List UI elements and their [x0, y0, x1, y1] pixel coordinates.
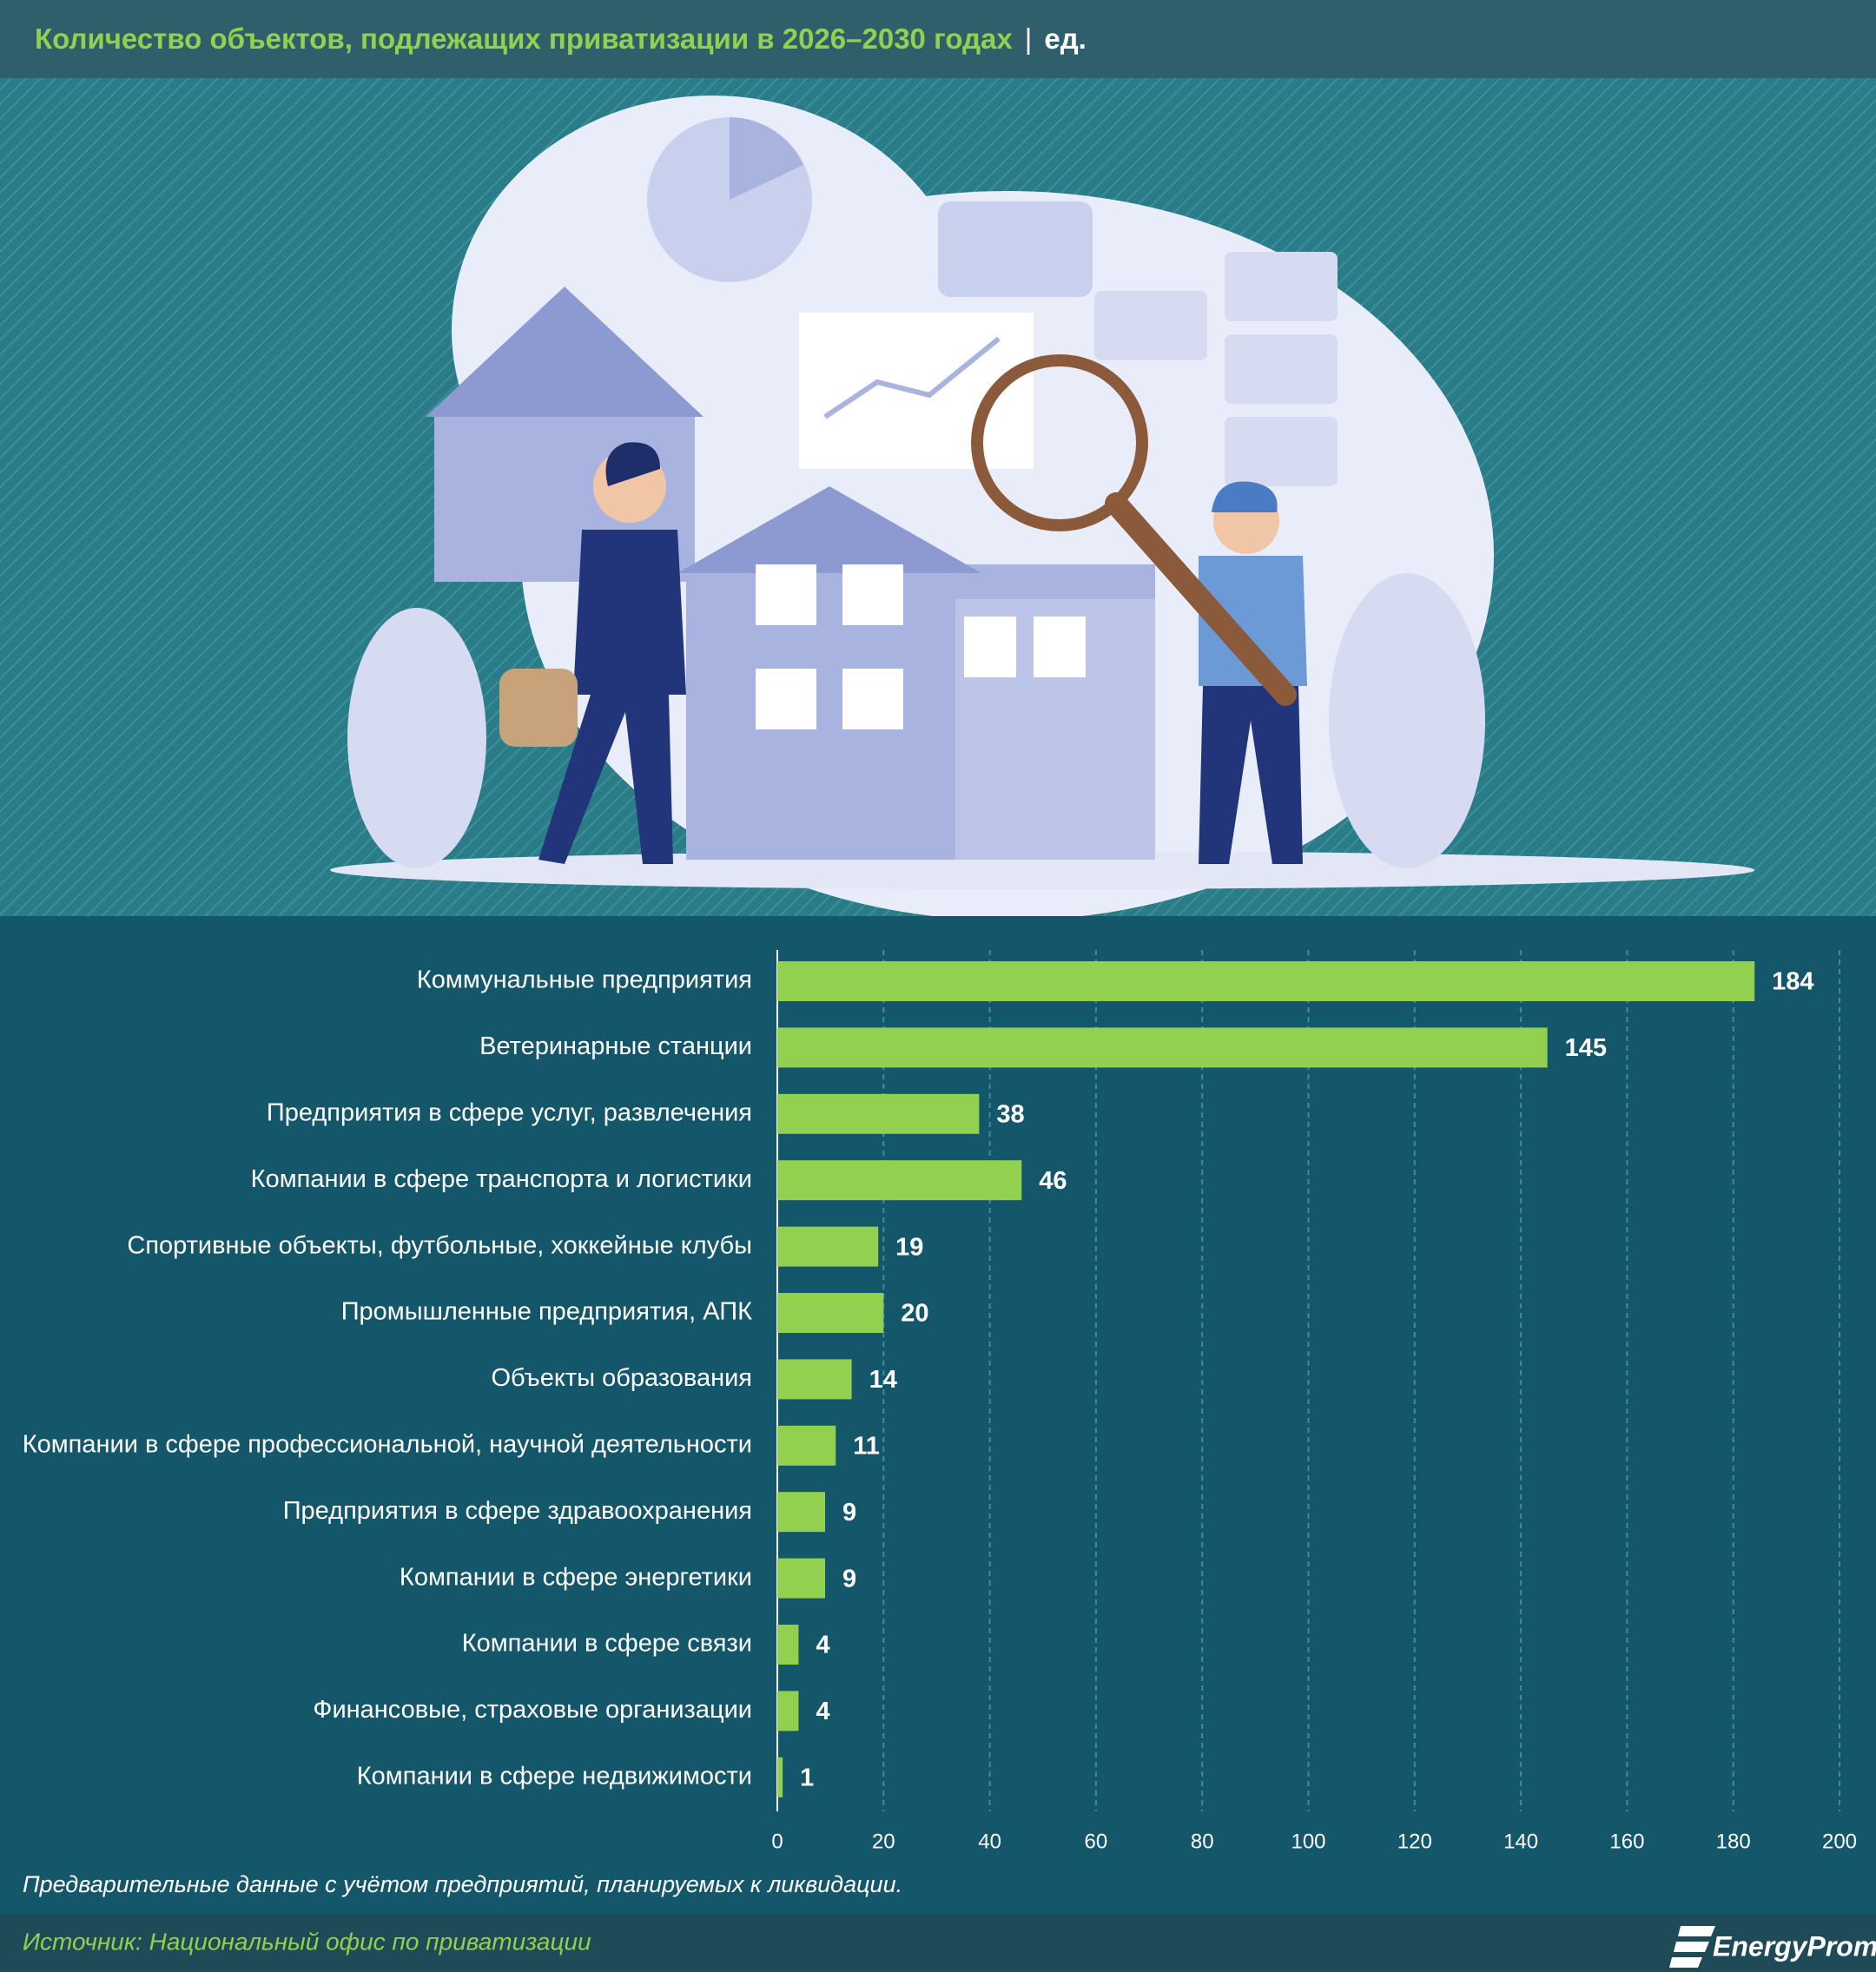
x-tick-label: 0 [771, 1830, 783, 1853]
person-legs [538, 695, 673, 864]
profile-card [1225, 417, 1338, 486]
window [1034, 617, 1086, 677]
y-tick-label: Промышленные предприятия, АПК [341, 1298, 752, 1326]
y-tick-label: Объекты образования [491, 1364, 752, 1392]
window [842, 669, 903, 729]
profile-card [1225, 252, 1338, 321]
source: Источник: Национальный офис по приватиза… [23, 1928, 591, 1955]
x-tick-label: 80 [1191, 1830, 1214, 1853]
bar [777, 1558, 826, 1599]
speech-bubble [938, 201, 1093, 297]
window [756, 564, 816, 625]
y-tick-label: Финансовые, страховые организации [313, 1696, 752, 1724]
magnifier-handle [1105, 492, 1297, 706]
logo: EnergyProm [1669, 1926, 1876, 1968]
bar [777, 1293, 884, 1333]
value-label: 184 [1772, 968, 1813, 996]
header-title: Количество объектов, подлежащих приватиз… [35, 23, 1087, 55]
profile-card [1094, 291, 1207, 360]
person-cap [1212, 481, 1278, 512]
person-body [573, 530, 686, 695]
x-tick-label: 180 [1716, 1830, 1751, 1853]
bar [777, 1492, 826, 1533]
value-label: 1 [800, 1764, 814, 1791]
y-tick-label: Компании в сфере связи [462, 1630, 752, 1658]
x-tick-label: 160 [1609, 1830, 1644, 1853]
bar [777, 1359, 852, 1400]
plant [1329, 573, 1485, 868]
bar [777, 1027, 1548, 1068]
x-tick-label: 100 [1291, 1830, 1325, 1853]
window [842, 564, 903, 625]
roof [677, 486, 981, 573]
trend [823, 336, 1001, 419]
x-tick-label: 200 [1822, 1830, 1857, 1853]
bar [777, 1625, 799, 1665]
illustration [330, 96, 1754, 920]
x-tick-label: 60 [1085, 1830, 1108, 1853]
value-label: 9 [842, 1499, 856, 1527]
bar [777, 961, 1755, 1001]
y-tick-label: Предприятия в сфере здравоохранения [283, 1497, 752, 1525]
bag [499, 669, 578, 747]
y-tick-label: Компании в сфере недвижимости [357, 1762, 752, 1790]
x-tick-label: 20 [872, 1830, 895, 1853]
profile-card [1225, 334, 1338, 404]
roof [426, 287, 704, 417]
value-label: 20 [901, 1300, 928, 1328]
person-hair [605, 442, 660, 486]
plot: 0 20 40 60 80 100 120 140 160 180 200Коммунальные … [23, 950, 1857, 1853]
window [756, 669, 816, 729]
y-tick-label: Ветеринарные станции [479, 1032, 752, 1060]
logo-text: EnergyProm [1713, 1930, 1876, 1962]
unit: ед. [1044, 23, 1086, 55]
value-label: 46 [1039, 1167, 1067, 1195]
y-tick-label: Коммунальные предприятия [417, 966, 752, 994]
value-label: 9 [842, 1565, 856, 1593]
bar [777, 1226, 879, 1267]
y-tick-label: Предприятия в сфере услуг, развлечения [267, 1098, 752, 1126]
y-tick-label: Компании в сфере транспорта и логистики [251, 1165, 752, 1193]
y-tick-label: Компании в сфере энергетики [400, 1563, 752, 1591]
plant [347, 608, 486, 868]
chart-bg [0, 916, 1876, 1915]
value-label: 19 [895, 1233, 923, 1261]
separator: | [1025, 23, 1033, 55]
value-label: 4 [816, 1632, 829, 1659]
bar [777, 1093, 980, 1134]
x-tick-label: 40 [978, 1830, 1001, 1853]
magnifier [971, 354, 1148, 531]
x-tick-label: 140 [1503, 1830, 1538, 1853]
value-label: 11 [853, 1432, 880, 1460]
pie-slice [730, 117, 803, 200]
value-label: 4 [816, 1698, 829, 1725]
header-bg [0, 0, 1876, 78]
bar [777, 1160, 1022, 1201]
value-label: 145 [1565, 1034, 1607, 1062]
y-tick-label: Компании в сфере профессиональной, научн… [23, 1430, 752, 1458]
footer-bg [0, 1915, 1876, 1972]
value-label: 14 [869, 1366, 897, 1394]
bar [777, 1425, 836, 1466]
person-body [1199, 556, 1307, 686]
y-tick-label: Спортивные объекты, футбольные, хоккейны… [127, 1231, 752, 1259]
title: Количество объектов, подлежащих приватиз… [35, 23, 1013, 55]
value-label: 38 [996, 1100, 1024, 1128]
person-legs [1199, 686, 1303, 864]
logo-mark [1669, 1926, 1715, 1968]
x-tick-label: 120 [1397, 1830, 1432, 1853]
bar [777, 1691, 799, 1731]
note: Предварительные данные с учётом предприя… [23, 1871, 902, 1897]
window [964, 617, 1016, 677]
bar [777, 1757, 783, 1797]
